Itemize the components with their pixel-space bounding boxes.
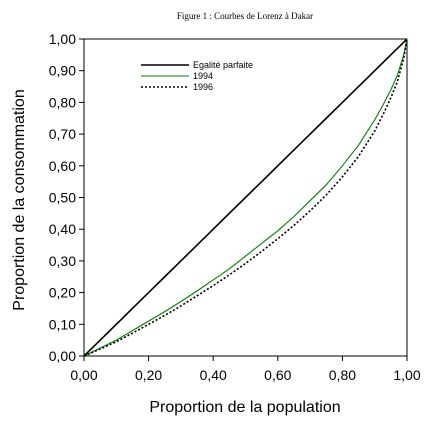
x-tick-label: 1,00 — [393, 367, 420, 383]
series-line-2 — [83, 38, 408, 357]
y-tick-label: 0,00 — [49, 348, 76, 364]
y-tick-label: 0,30 — [49, 253, 76, 269]
legend-label-3: 1996 — [193, 82, 213, 92]
series-lines — [83, 38, 408, 357]
y-tick-label: 0,40 — [49, 221, 76, 237]
x-tick-label: 0,20 — [135, 367, 162, 383]
x-tick-label: 0,80 — [329, 367, 356, 383]
y-tick-label: 0,70 — [49, 126, 76, 142]
x-tick-label: 0,00 — [70, 367, 97, 383]
chart-title: Figure 1 : Courbes de Lorenz à Dakar — [177, 11, 313, 21]
x-tick-label: 0,60 — [264, 367, 291, 383]
series-line-1 — [83, 38, 408, 357]
y-tick-label: 0,90 — [49, 63, 76, 79]
y-tick-label: 0,20 — [49, 285, 76, 301]
x-axis-title: Proportion de la population — [149, 399, 340, 416]
y-tick-label: 0,60 — [49, 158, 76, 174]
axes: 0,00 0,10 0,20 0,30 0,40 0,50 0,60 0,70 0,80 0,90… — [49, 31, 421, 383]
y-tick-label: 1,00 — [49, 31, 76, 47]
y-tick-label: 0,80 — [49, 94, 76, 110]
x-tick-label: 0,40 — [200, 367, 227, 383]
legend-label-2: 1994 — [193, 71, 213, 81]
series-line-3 — [83, 38, 408, 357]
y-tick-label: 0,10 — [49, 316, 76, 332]
legend-label-1: Egalité parfaite — [193, 60, 253, 70]
y-axis-title: Proportion de la consommation — [11, 89, 28, 310]
y-tick-label: 0,50 — [49, 190, 76, 206]
